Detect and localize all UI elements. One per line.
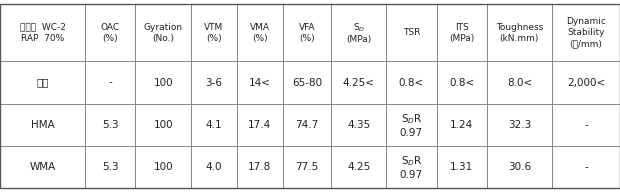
Text: 4.0: 4.0 [206, 162, 222, 172]
Bar [436, 104, 487, 146]
Bar [332, 61, 386, 104]
Text: 30.6: 30.6 [508, 162, 531, 172]
Text: OAC
(%): OAC (%) [100, 23, 120, 42]
Text: 0.8<: 0.8< [449, 78, 474, 88]
Text: 5.3: 5.3 [102, 120, 118, 130]
Bar [436, 4, 487, 61]
Text: S$_D$R
0.97: S$_D$R 0.97 [400, 154, 423, 180]
Text: 4.25: 4.25 [347, 162, 371, 172]
Bar [386, 146, 436, 188]
Bar [85, 104, 135, 146]
Bar [191, 104, 237, 146]
Bar [85, 61, 135, 104]
Text: 14<: 14< [249, 78, 271, 88]
Bar [135, 61, 191, 104]
Bar [283, 61, 332, 104]
Bar [237, 61, 283, 104]
Text: 17.4: 17.4 [248, 120, 272, 130]
Text: Dynamic
Stability
(회/mm): Dynamic Stability (회/mm) [566, 17, 606, 48]
Text: -: - [584, 162, 588, 172]
Text: Gyration
(No.): Gyration (No.) [144, 23, 183, 42]
Bar [191, 4, 237, 61]
Text: Toughness
(kN.mm): Toughness (kN.mm) [496, 23, 543, 42]
Bar [332, 146, 386, 188]
Bar [0, 4, 85, 61]
Text: 4.25<: 4.25< [343, 78, 375, 88]
Text: 2,000<: 2,000< [567, 78, 605, 88]
Text: 5.3: 5.3 [102, 162, 118, 172]
Bar [0, 61, 85, 104]
Bar [283, 4, 332, 61]
Text: 1.24: 1.24 [450, 120, 473, 130]
Text: -: - [108, 78, 112, 88]
Bar [191, 61, 237, 104]
Text: 100: 100 [153, 78, 173, 88]
Text: 8.0<: 8.0< [507, 78, 532, 88]
Text: VMA
(%): VMA (%) [250, 23, 270, 42]
Text: ITS
(MPa): ITS (MPa) [449, 23, 474, 42]
Bar [85, 4, 135, 61]
Bar [552, 146, 620, 188]
Text: 기준: 기준 [37, 78, 49, 88]
Text: WMA: WMA [29, 162, 56, 172]
Text: 4.35: 4.35 [347, 120, 371, 130]
Text: 17.8: 17.8 [248, 162, 272, 172]
Text: 0.8<: 0.8< [399, 78, 424, 88]
Bar [191, 146, 237, 188]
Bar [386, 104, 436, 146]
Bar [487, 104, 552, 146]
Bar [237, 104, 283, 146]
Text: 100: 100 [153, 162, 173, 172]
Bar [332, 4, 386, 61]
Text: 표층용  WC-2
RAP  70%: 표층용 WC-2 RAP 70% [20, 23, 66, 42]
Bar [283, 146, 332, 188]
Text: TSR: TSR [402, 28, 420, 37]
Text: 65-80: 65-80 [292, 78, 322, 88]
Text: 1.31: 1.31 [450, 162, 473, 172]
Bar [85, 146, 135, 188]
Text: S$_D$R
0.97: S$_D$R 0.97 [400, 112, 423, 137]
Text: 32.3: 32.3 [508, 120, 531, 130]
Text: VFA
(%): VFA (%) [299, 23, 316, 42]
Bar [237, 146, 283, 188]
Text: 4.1: 4.1 [205, 120, 222, 130]
Bar [436, 61, 487, 104]
Bar [0, 104, 85, 146]
Text: VTM
(%): VTM (%) [204, 23, 223, 42]
Text: -: - [584, 120, 588, 130]
Bar [386, 61, 436, 104]
Bar [135, 104, 191, 146]
Text: S$_D$
(MPa): S$_D$ (MPa) [346, 21, 371, 44]
Bar [552, 104, 620, 146]
Bar [436, 146, 487, 188]
Text: 77.5: 77.5 [295, 162, 319, 172]
Text: 3-6: 3-6 [205, 78, 223, 88]
Bar [332, 104, 386, 146]
Bar [386, 4, 436, 61]
Bar [283, 104, 332, 146]
Bar [487, 61, 552, 104]
Bar [135, 4, 191, 61]
Text: 74.7: 74.7 [295, 120, 319, 130]
Bar [487, 146, 552, 188]
Text: HMA: HMA [30, 120, 55, 130]
Bar [552, 4, 620, 61]
Bar [135, 146, 191, 188]
Bar [237, 4, 283, 61]
Bar [0, 146, 85, 188]
Text: 100: 100 [153, 120, 173, 130]
Bar [487, 4, 552, 61]
Bar [552, 61, 620, 104]
